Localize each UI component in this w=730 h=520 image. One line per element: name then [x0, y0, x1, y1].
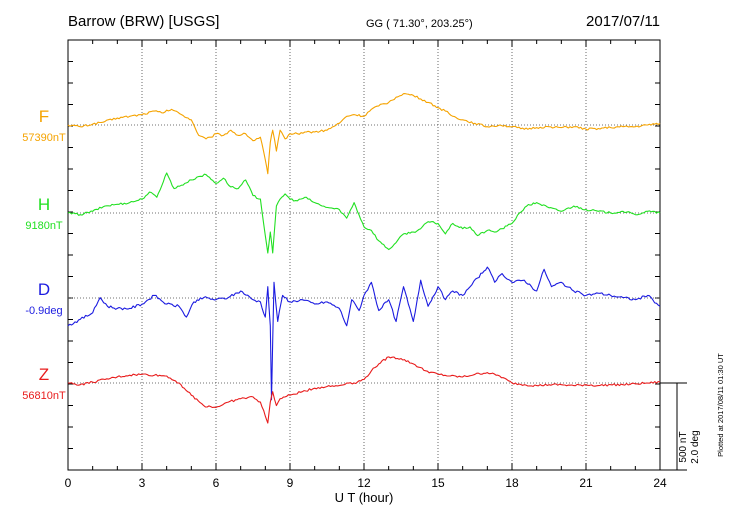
- date-label: 2017/07/11: [586, 13, 660, 30]
- x-tick-label: 0: [65, 476, 72, 490]
- series-line-z: [67, 356, 661, 424]
- series-line-h: [67, 172, 661, 254]
- plot-frame: [67, 39, 661, 471]
- series-name-d: D: [38, 280, 50, 299]
- x-axis-label: U T (hour): [335, 490, 394, 505]
- scale-nt-label: 500 nT: [678, 431, 689, 462]
- x-tick-label: 15: [431, 476, 445, 490]
- series-baseline-label-h: 9180nT: [25, 220, 63, 232]
- x-tick-label: 24: [653, 476, 667, 490]
- x-tick-label: 3: [139, 476, 146, 490]
- x-tick-label: 9: [287, 476, 294, 490]
- x-tick-label: 21: [579, 476, 593, 490]
- x-tick-label: 12: [357, 476, 371, 490]
- series-line-f: [67, 93, 661, 175]
- scale-bar: 500 nT 2.0 deg: [660, 382, 701, 471]
- series-baseline-label-z: 56810nT: [22, 390, 66, 402]
- scale-deg-label: 2.0 deg: [690, 430, 701, 463]
- x-tick-label: 6: [213, 476, 220, 490]
- x-tick-label: 18: [505, 476, 519, 490]
- x-axis-ticks: 0 3 6 9 12 15 18 21 24: [65, 40, 667, 490]
- series-name-h: H: [38, 195, 50, 214]
- series-line-d: [67, 266, 661, 401]
- plotted-note: Plotted at 2017/08/11 01:30 UT: [716, 353, 725, 457]
- series-name-f: F: [39, 107, 49, 126]
- series-baseline-label-d: -0.9deg: [25, 305, 62, 317]
- series-name-z: Z: [39, 365, 49, 384]
- geo-coords: GG ( 71.30°, 203.25°): [366, 18, 473, 30]
- series-baseline-label-f: 57390nT: [22, 132, 66, 144]
- series-labels: F 57390nT H 9180nT D -0.9deg Z 56810nT: [22, 107, 66, 402]
- series-lines: [67, 93, 661, 424]
- station-title: Barrow (BRW) [USGS]: [68, 13, 219, 30]
